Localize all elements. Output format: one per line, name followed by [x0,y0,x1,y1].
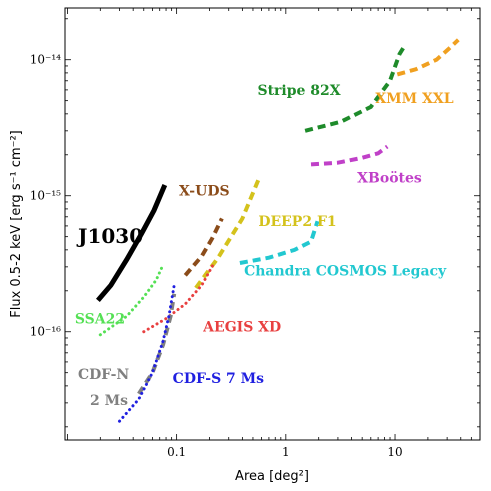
x-tick-label: 1 [282,445,290,459]
series-xbo-tes [310,144,389,167]
series-ssa22 [98,263,165,337]
label-chandra-cosmos-legacy: Chandra COSMOS Legacy [244,263,447,279]
label-xbo-tes: XBoötes [357,171,422,187]
plot-frame [64,7,481,441]
label-x-uds: X-UDS [179,184,230,200]
label-j1030: J1030 [76,224,143,248]
label-cdf-s-7-ms: CDF-S 7 Ms [173,371,265,387]
series-stripe-82x [304,43,408,133]
label-deep2-f1: DEEP2 F1 [258,214,336,230]
label-cdf-n-2-ms-line2: 2 Ms [90,393,128,409]
y-tick-label: 10⁻¹⁵ [30,189,61,203]
series-j1030 [96,184,168,303]
series-chandra-cosmos-legacy [239,220,320,265]
label-ssa22: SSA22 [75,311,125,327]
series-deep2-f1 [194,175,262,290]
series-xmm-xxl [396,38,460,77]
x-axis-label: Area [deg²] [235,469,309,484]
series-x-uds [183,217,224,277]
y-tick-label: 10⁻¹⁶ [30,325,61,339]
axis-ticks: 0.1 1 10 10⁻¹⁶ 10⁻¹⁵ 10⁻¹⁴ [30,8,481,459]
series-cdf-s-7-ms [118,283,176,423]
series-cdf-n-2-ms [137,293,177,395]
series-layer [96,38,460,423]
x-tick-label: 10 [387,445,402,459]
series-labels: J1030 X-UDS DEEP2 F1 Chandra COSMOS Legacy S… [75,83,454,409]
label-xmm-xxl: XMM XXL [375,91,453,107]
y-axis-label: Flux 0.5-2 keV [erg s⁻¹ cm⁻²] [9,130,24,318]
y-tick-label: 10⁻¹⁴ [30,53,61,67]
label-cdf-n-2-ms: CDF-N [78,367,129,383]
label-aegis-xd: AEGIS XD [202,320,281,336]
x-tick-label: 0.1 [167,445,186,459]
series-aegis-xd [142,261,216,334]
label-stripe-82x: Stripe 82X [257,83,340,99]
